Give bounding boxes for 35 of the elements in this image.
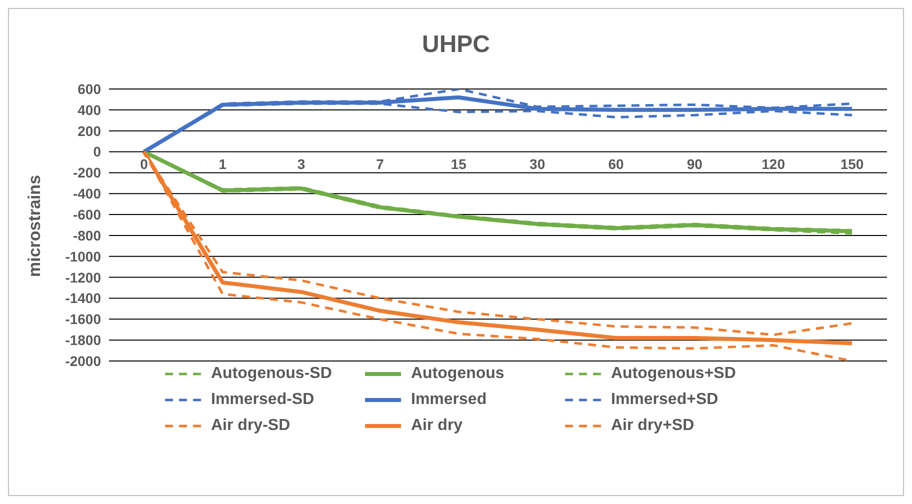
y-tick-label: -1200 xyxy=(65,269,102,286)
legend-label: Autogenous+SD xyxy=(611,365,736,383)
x-tick-label: 0 xyxy=(140,156,148,172)
legend-label: Immersed xyxy=(411,391,487,409)
legend-label: Autogenous xyxy=(411,365,504,383)
legend-label: Air dry xyxy=(411,417,463,435)
y-tick-label: -1800 xyxy=(65,332,102,348)
legend-label: Immersed-SD xyxy=(211,391,314,409)
y-tick-label: 0 xyxy=(93,144,102,160)
y-tick-label: -800 xyxy=(72,227,102,244)
x-tick-label: 150 xyxy=(840,156,864,172)
y-tick-label: -2000 xyxy=(65,352,102,369)
x-tick-label: 15 xyxy=(450,156,467,172)
y-tick-label: -1400 xyxy=(65,290,102,306)
legend-label: Air dry-SD xyxy=(211,417,290,435)
x-tick-label: 1 xyxy=(218,156,227,172)
legend-label: Immersed+SD xyxy=(611,391,718,409)
y-tick-label: 200 xyxy=(78,122,102,139)
y-tick-label: 600 xyxy=(78,80,102,97)
y-tick-label: -400 xyxy=(72,186,102,202)
y-axis-title: microstrains xyxy=(25,174,45,278)
x-tick-label: 30 xyxy=(530,156,546,172)
x-tick-label: 120 xyxy=(762,156,786,172)
x-tick-label: 7 xyxy=(376,156,384,172)
y-tick-label: 400 xyxy=(78,102,102,118)
legend-label: Air dry+SD xyxy=(611,417,694,435)
y-tick-label: -1600 xyxy=(65,311,102,328)
x-tick-label: 60 xyxy=(608,156,624,172)
y-tick-label: -600 xyxy=(72,206,102,223)
y-tick-label: -200 xyxy=(72,164,102,181)
y-tick-label: -1000 xyxy=(65,248,102,264)
legend-label: Autogenous-SD xyxy=(211,365,332,383)
chart-title: UHPC xyxy=(420,31,491,59)
x-tick-label: 90 xyxy=(686,156,703,172)
x-tick-label: 3 xyxy=(297,156,306,172)
